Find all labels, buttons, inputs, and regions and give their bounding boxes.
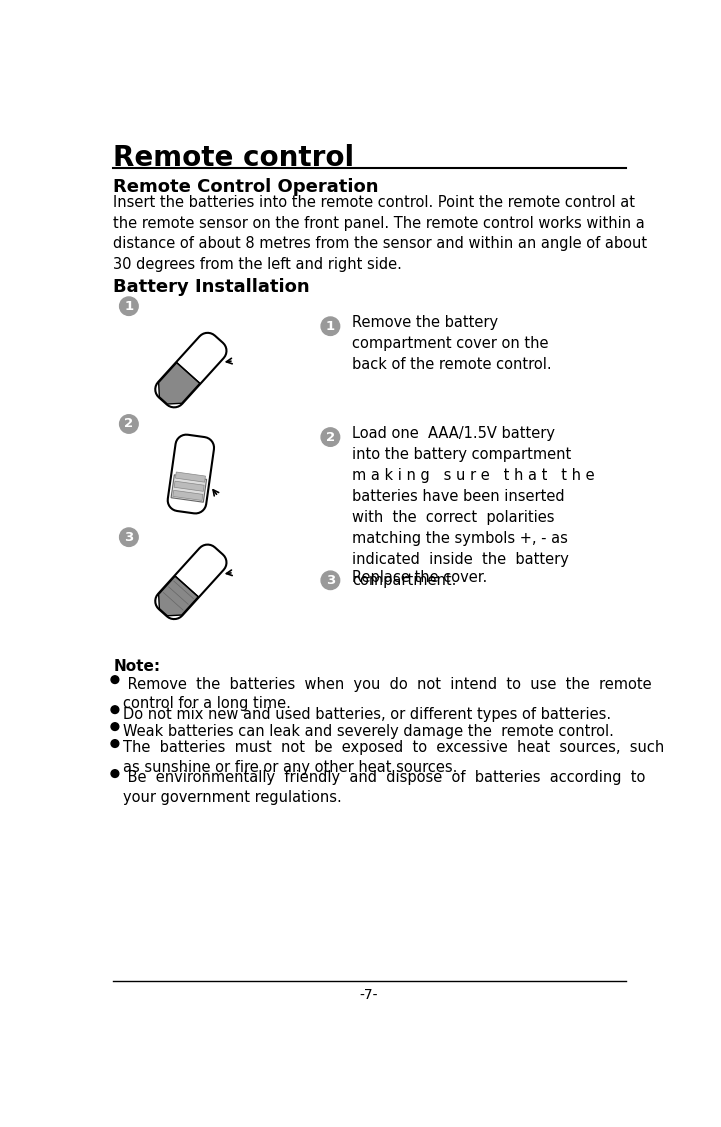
Text: The  batteries  must  not  be  exposed  to  excessive  heat  sources,  such
as s: The batteries must not be exposed to exc… <box>123 740 664 775</box>
Polygon shape <box>159 576 198 615</box>
Circle shape <box>120 296 138 316</box>
Polygon shape <box>175 472 205 482</box>
Text: Battery Installation: Battery Installation <box>113 277 310 295</box>
Polygon shape <box>155 544 226 619</box>
Text: Remote Control Operation: Remote Control Operation <box>113 178 379 196</box>
Text: Be  environmentally  friendly  and  dispose  of  batteries  according  to
your g: Be environmentally friendly and dispose … <box>123 771 645 806</box>
Text: Do not mix new and used batteries, or different types of batteries.: Do not mix new and used batteries, or di… <box>123 707 611 721</box>
Circle shape <box>321 571 340 589</box>
Circle shape <box>111 722 119 730</box>
Text: Note:: Note: <box>113 659 161 674</box>
Circle shape <box>111 706 119 713</box>
Circle shape <box>321 428 340 446</box>
Text: Replace the cover.: Replace the cover. <box>352 569 487 585</box>
Circle shape <box>111 770 119 778</box>
Text: 3: 3 <box>124 531 133 543</box>
Text: Load one  AAA/1.5V battery
into the battery compartment
m a k i n g   s u r e   : Load one AAA/1.5V battery into the batte… <box>352 426 595 588</box>
Text: 2: 2 <box>124 417 133 431</box>
Circle shape <box>120 527 138 547</box>
Circle shape <box>111 676 119 683</box>
Text: Remote control: Remote control <box>113 144 355 172</box>
Text: Remove  the  batteries  when  you  do  not  intend  to  use  the  remote
control: Remove the batteries when you do not int… <box>123 676 651 711</box>
Polygon shape <box>155 332 226 407</box>
Text: 2: 2 <box>326 431 335 444</box>
Text: 1: 1 <box>124 300 133 312</box>
Circle shape <box>120 415 138 433</box>
Text: 1: 1 <box>326 320 335 332</box>
Circle shape <box>111 739 119 747</box>
Polygon shape <box>174 481 204 491</box>
Polygon shape <box>168 435 214 514</box>
Text: Weak batteries can leak and severely damage the  remote control.: Weak batteries can leak and severely dam… <box>123 724 614 738</box>
Text: 3: 3 <box>326 574 335 587</box>
Text: Insert the batteries into the remote control. Point the remote control at
the re: Insert the batteries into the remote con… <box>113 195 647 272</box>
Polygon shape <box>171 474 206 503</box>
Circle shape <box>321 317 340 336</box>
Polygon shape <box>173 490 203 500</box>
Polygon shape <box>159 363 200 403</box>
Text: -7-: -7- <box>360 988 379 1002</box>
Text: Remove the battery
compartment cover on the
back of the remote control.: Remove the battery compartment cover on … <box>352 316 552 372</box>
